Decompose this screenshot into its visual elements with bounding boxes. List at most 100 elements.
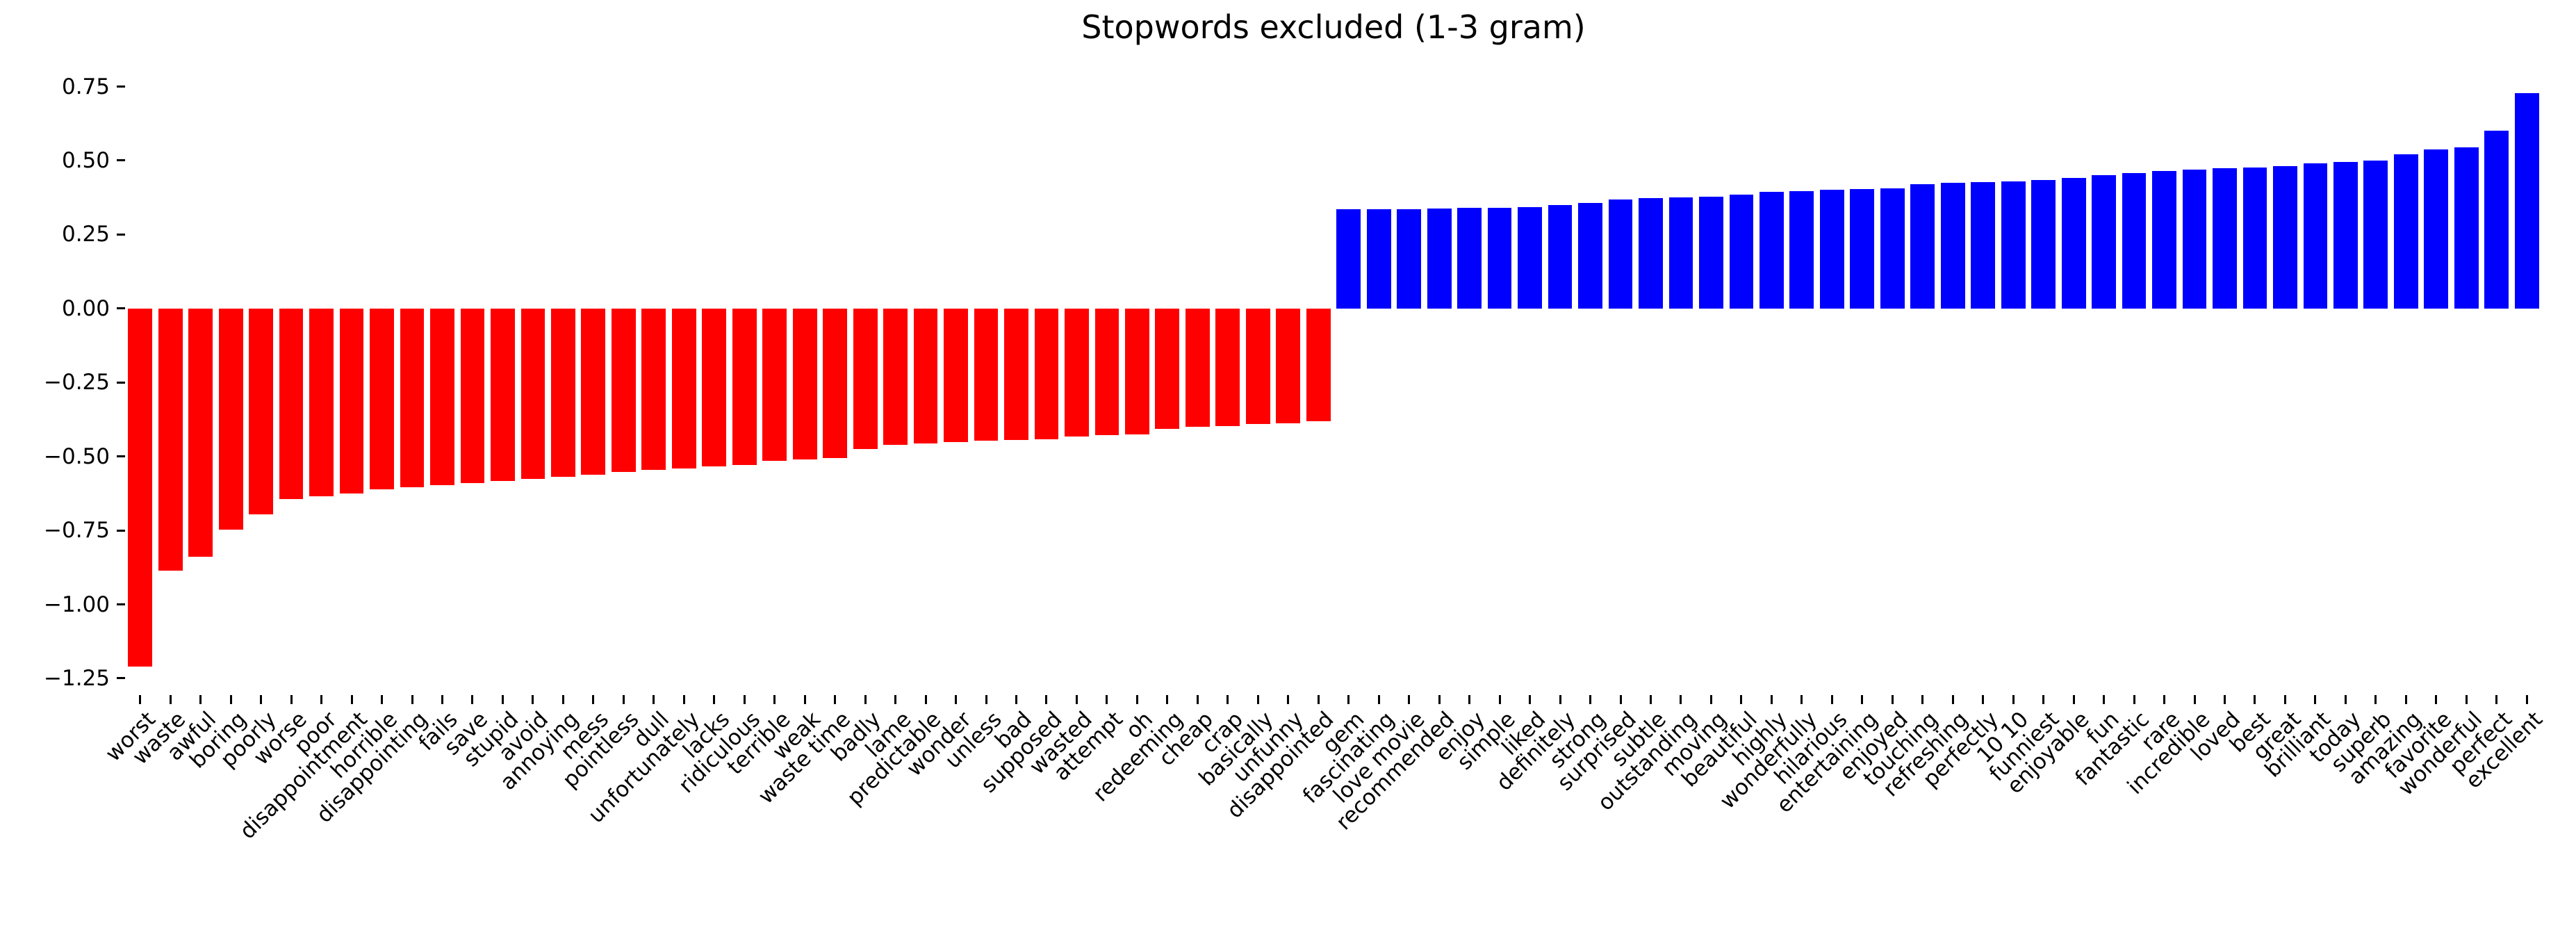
bar [1215, 308, 1240, 427]
bar [2182, 170, 2207, 309]
x-tick-mark [955, 695, 958, 704]
x-tick-mark [1468, 695, 1471, 704]
x-tick-mark [1256, 695, 1259, 704]
y-tick-mark [117, 455, 125, 458]
bar [2001, 181, 2026, 309]
bar [2333, 161, 2358, 309]
x-tick-mark [2103, 695, 2106, 704]
bar [1065, 308, 1089, 437]
bar [1306, 308, 1331, 421]
x-tick-mark [653, 695, 655, 704]
x-tick-mark [803, 695, 806, 704]
bar [762, 308, 787, 462]
bar [1094, 308, 1119, 435]
chart-title: Stopwords excluded (1-3 gram) [1081, 8, 1586, 46]
bar [1608, 199, 1633, 309]
x-tick-mark [441, 695, 443, 704]
x-tick-mark [1377, 695, 1380, 704]
bar [581, 308, 606, 475]
x-tick-mark [1740, 695, 1743, 704]
y-tick-mark [117, 233, 125, 236]
bar [1185, 308, 1210, 427]
bar [460, 308, 485, 483]
x-tick-mark [229, 695, 232, 704]
bar [1759, 191, 1784, 309]
bar [1518, 206, 1542, 309]
bar [1971, 182, 1996, 309]
bar [823, 308, 848, 459]
x-tick-mark [2495, 695, 2498, 704]
y-tick-label: −1.25 [44, 665, 110, 691]
x-tick-mark [561, 695, 564, 704]
bar [249, 308, 273, 515]
x-tick-mark [1861, 695, 1864, 704]
bar [1940, 183, 1965, 309]
y-tick-mark [117, 529, 125, 532]
bar [1880, 188, 1905, 309]
bar [1850, 188, 1875, 309]
x-tick-mark [592, 695, 595, 704]
x-tick-mark [1680, 695, 1682, 704]
x-tick-mark [773, 695, 776, 704]
bar [1578, 203, 1602, 309]
x-tick-mark [199, 695, 202, 704]
bar [1034, 308, 1059, 440]
x-tick-mark [1227, 695, 1229, 704]
x-tick-mark [139, 695, 142, 704]
x-tick-mark [2163, 695, 2166, 704]
x-tick-mark [834, 695, 837, 704]
x-tick-mark [2374, 695, 2377, 704]
x-tick-mark [1045, 695, 1048, 704]
x-tick-mark [1951, 695, 1954, 704]
x-tick-mark [864, 695, 867, 704]
bar [2514, 92, 2539, 309]
x-tick-mark [411, 695, 413, 704]
bar [2242, 167, 2267, 309]
bar [671, 308, 696, 468]
y-tick-label: 0.50 [61, 147, 110, 173]
x-tick-mark [350, 695, 353, 704]
x-tick-mark [2404, 695, 2407, 704]
x-tick-mark [1408, 695, 1411, 704]
bar [611, 308, 636, 473]
y-tick-label: −0.75 [44, 518, 110, 544]
x-tick-mark [260, 695, 263, 704]
x-tick-mark [985, 695, 987, 704]
x-tick-mark [471, 695, 474, 704]
x-tick-mark [1287, 695, 1290, 704]
bar [1699, 196, 1723, 309]
x-tick-mark [2525, 695, 2528, 704]
y-tick-label: 0.25 [61, 222, 110, 247]
y-tick-label: 0.75 [61, 74, 110, 99]
bar [491, 308, 515, 481]
bar [853, 308, 878, 449]
y-tick-mark [117, 677, 125, 680]
bar [158, 308, 183, 571]
x-tick-mark [2344, 695, 2347, 704]
bar [883, 308, 908, 446]
x-tick-mark [1347, 695, 1350, 704]
bar [520, 308, 545, 479]
x-tick-mark [2465, 695, 2468, 704]
bar [2454, 147, 2479, 309]
x-tick-mark [713, 695, 716, 704]
bar [2484, 131, 2509, 309]
bar [702, 308, 727, 467]
x-tick-mark [2254, 695, 2256, 704]
bar [2363, 160, 2388, 309]
bar [2092, 175, 2116, 309]
bar [1427, 208, 1452, 309]
bar [1819, 190, 1844, 309]
bar [370, 308, 394, 490]
bar [1789, 190, 1814, 309]
bar [430, 308, 454, 485]
bar [1668, 197, 1693, 309]
bar [188, 308, 213, 557]
bar [944, 308, 968, 442]
x-tick-mark [381, 695, 384, 704]
x-tick-mark [1982, 695, 1985, 704]
bar [2122, 172, 2147, 309]
x-tick-mark [2072, 695, 2075, 704]
y-tick-mark [117, 159, 125, 162]
